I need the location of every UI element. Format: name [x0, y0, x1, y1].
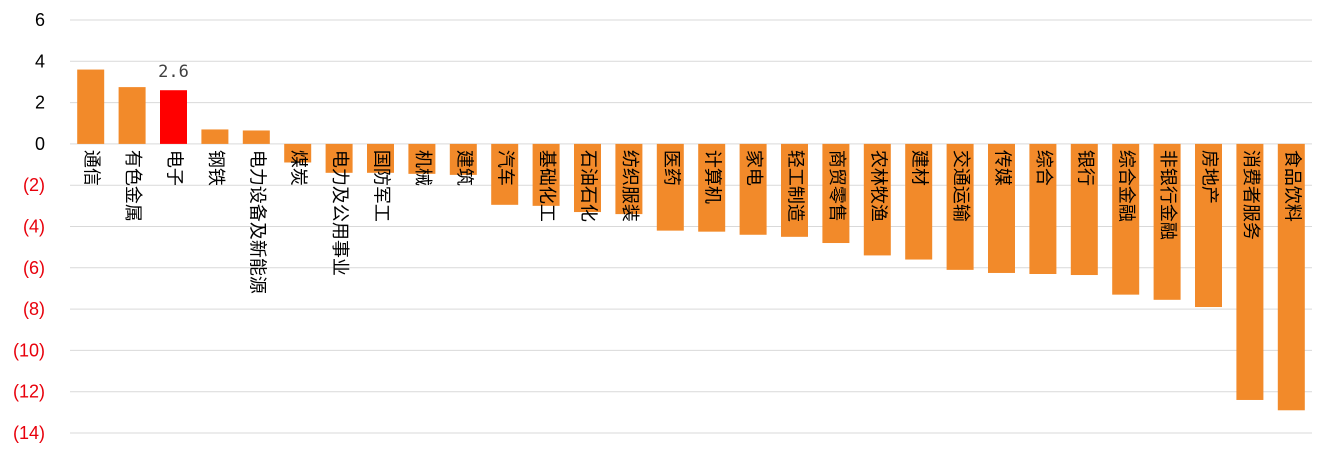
category-label: 机械: [412, 150, 433, 186]
category-label: 轻工制造: [785, 150, 806, 222]
category-label: 国防军工: [371, 150, 392, 222]
category-label: 综合: [1033, 150, 1054, 186]
category-label: 食品饮料: [1281, 150, 1302, 222]
bar-计算机: [698, 143, 726, 232]
category-label: 石油石化: [578, 150, 599, 222]
category-label: 交通运输: [950, 150, 971, 222]
category-label: 纺织服装: [619, 150, 640, 222]
bar-建材: [905, 143, 933, 260]
y-tick-label: (6): [23, 258, 45, 278]
category-label: 通信: [81, 150, 102, 186]
category-label: 汽车: [495, 150, 516, 186]
category-label: 建筑: [453, 150, 474, 186]
bar-石油石化: [574, 143, 601, 213]
category-label: 计算机: [702, 150, 723, 204]
category-label: 钢铁: [205, 150, 226, 186]
gridlines: [70, 19, 1312, 434]
data-labels: 2.6: [158, 62, 189, 82]
bar-建筑: [449, 143, 477, 175]
category-label: 房地产: [1199, 150, 1220, 204]
bar-交通运输: [946, 143, 974, 270]
bar-综合: [1029, 143, 1057, 274]
bar-轻工制造: [781, 143, 808, 237]
bar-医药: [656, 143, 684, 231]
y-tick-label: (14): [13, 423, 45, 443]
category-label: 电力设备及新能源: [246, 150, 267, 294]
category-labels: 通信 有色金属 电子 钢铁 电力设备及新能源 煤炭 电力及公用事业 国防军工 机械 建筑 汽车 基础化…: [81, 150, 1303, 294]
bar-房地产: [1195, 143, 1222, 308]
bar-食品饮料: [1277, 143, 1305, 411]
bar-传媒: [988, 143, 1015, 273]
category-label: 商贸零售: [826, 150, 847, 222]
category-label: 家电: [743, 150, 764, 186]
bar-基础化工: [532, 143, 560, 206]
category-label: 基础化工: [536, 150, 557, 222]
category-label: 煤炭: [288, 150, 309, 186]
y-tick-label: 2: [35, 93, 45, 113]
bar-电力设备及新能源: [242, 130, 270, 144]
y-tick-label: 0: [35, 134, 45, 154]
bar-家电: [739, 143, 767, 235]
data-label: 2.6: [158, 62, 189, 82]
y-tick-label: 6: [35, 10, 45, 30]
bar-通信: [77, 69, 105, 144]
bar-煤炭: [284, 143, 312, 163]
category-label: 医药: [660, 150, 681, 186]
y-tick-label: (8): [23, 299, 45, 319]
y-tick-label: (4): [23, 217, 45, 237]
category-label: 建材: [909, 150, 930, 186]
bar-银行: [1070, 143, 1098, 276]
bar-商贸零售: [822, 143, 850, 244]
category-label: 电力及公用事业: [329, 150, 350, 276]
bar-综合金融: [1112, 143, 1140, 295]
bar-国防军工: [367, 143, 394, 173]
y-tick-label: (12): [13, 382, 45, 402]
y-tick-label: (10): [13, 340, 45, 360]
bar-电力及公用事业: [325, 143, 353, 173]
y-axis-ticks: 6 4 2 0 (2) (4) (6) (8) (10) (12) (14): [13, 10, 45, 443]
category-label: 综合金融: [1116, 150, 1137, 222]
category-label: 有色金属: [122, 150, 143, 222]
bar-汽车: [491, 143, 519, 205]
category-label: 电子: [164, 150, 185, 186]
y-tick-label: (2): [23, 175, 45, 195]
category-label: 银行: [1074, 150, 1095, 186]
category-label: 传媒: [992, 150, 1013, 186]
bar-消费者服务: [1236, 143, 1264, 400]
category-label: 非银行金融: [1157, 150, 1178, 240]
bar-钢铁: [201, 129, 229, 144]
bar-纺织服装: [615, 143, 643, 215]
bar-电子: [160, 90, 187, 144]
category-label: 消费者服务: [1240, 150, 1261, 240]
category-label: 农林牧渔: [867, 150, 888, 222]
bar-非银行金融: [1153, 143, 1181, 300]
bar-农林牧渔: [863, 143, 891, 256]
bar-机械: [408, 143, 436, 174]
bars: [77, 69, 1305, 411]
y-tick-label: 4: [35, 51, 45, 71]
bar-有色金属: [118, 87, 146, 144]
